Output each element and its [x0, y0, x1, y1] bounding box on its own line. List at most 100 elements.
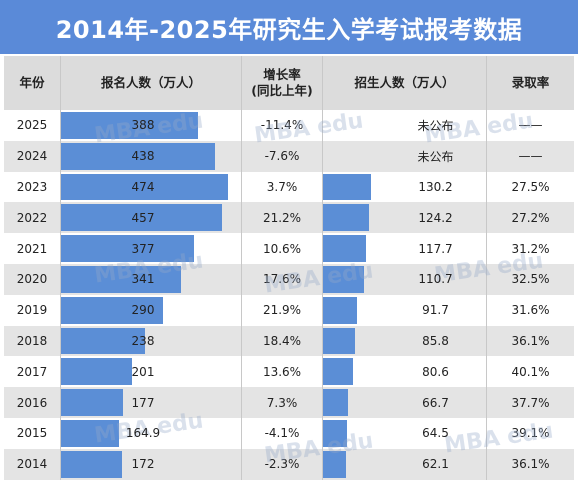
table-row: 2015 164.9 -4.1% 64.5 39.1%: [4, 418, 574, 449]
rate-cell: ——: [518, 149, 543, 164]
enrolled-cell: 64.5: [323, 418, 487, 449]
applicants-value: 341: [131, 272, 155, 287]
enrolled-value: 130.2: [418, 179, 453, 194]
growth-cell: 7.3%: [242, 387, 323, 418]
enrolled-bar: [323, 420, 347, 447]
growth-cell: 13.6%: [242, 356, 323, 388]
applicants-cell: 201: [61, 356, 242, 388]
year-cell: 2025: [4, 110, 61, 141]
enrolled-cell: 62.1: [323, 448, 487, 480]
applicants-value: 290: [131, 303, 155, 318]
growth-cell: 17.6%: [242, 264, 323, 295]
enrolled-bar: [323, 296, 357, 324]
enrolled-bar: [323, 204, 369, 232]
table-row: 2020 341 17.6% 110.7 32.5%: [4, 264, 574, 295]
applicants-bar: [61, 420, 120, 447]
enrolled-bar: [323, 173, 371, 201]
applicants-cell: 474: [61, 171, 242, 203]
applicants-bar: [61, 389, 124, 416]
enrolled-cell: 91.7: [323, 294, 487, 326]
enrolled-value: 66.7: [422, 395, 449, 410]
applicants-value: 377: [131, 241, 155, 256]
title-banner: 2014年-2025年研究生入学考试报考数据: [0, 0, 578, 54]
rate-cell: 36.1%: [511, 457, 550, 472]
rate-cell: 27.2%: [511, 210, 550, 225]
applicants-bar: [61, 450, 122, 478]
header-enrolled: 招生人数（万人）: [323, 56, 487, 110]
applicants-bar: [61, 204, 222, 232]
applicants-cell: 341: [61, 264, 242, 295]
applicants-value: 457: [131, 210, 155, 225]
year-cell: 2017: [4, 356, 61, 388]
enrolled-bar: [323, 266, 364, 293]
enrolled-value: 未公布: [417, 118, 454, 133]
applicants-cell: 177: [61, 387, 242, 418]
growth-cell: 3.7%: [242, 171, 323, 203]
growth-cell: 21.2%: [242, 202, 323, 234]
applicants-value: 388: [131, 118, 155, 133]
enrolled-bar: [323, 235, 367, 262]
growth-cell: 18.4%: [242, 325, 323, 357]
applicants-value: 177: [131, 395, 155, 410]
applicants-cell: 238: [61, 325, 242, 357]
applicants-value: 474: [131, 179, 155, 194]
rate-cell: 31.6%: [511, 303, 550, 318]
growth-cell: -4.1%: [242, 418, 323, 449]
year-cell: 2019: [4, 294, 61, 326]
enrolled-value: 未公布: [417, 149, 454, 164]
table-row: 2021 377 10.6% 117.7 31.2%: [4, 233, 574, 264]
enrolled-value: 110.7: [418, 272, 453, 287]
applicants-value: 201: [131, 364, 155, 379]
enrolled-value: 62.1: [422, 457, 449, 472]
rate-cell: 31.2%: [511, 241, 550, 256]
applicants-bar: [61, 296, 164, 324]
applicants-value: 438: [131, 149, 155, 164]
table-row: 2022 457 21.2% 124.2 27.2%: [4, 202, 574, 234]
enrolled-cell: 124.2: [323, 202, 487, 234]
table-row: 2014 172 -2.3% 62.1 36.1%: [4, 448, 574, 480]
applicants-cell: 457: [61, 202, 242, 234]
table-row: 2019 290 21.9% 91.7 31.6%: [4, 294, 574, 326]
applicants-bar: [61, 235, 194, 262]
table-header: 年份 报名人数（万人） 增长率 (同比上年) 招生人数（万人） 录取率: [4, 56, 574, 110]
table-row: 2024 438 -7.6% 未公布 ——: [4, 140, 574, 172]
page-title: 2014年-2025年研究生入学考试报考数据: [55, 15, 523, 44]
table-row: 2023 474 3.7% 130.2 27.5%: [4, 171, 574, 203]
rate-cell: 39.1%: [511, 426, 550, 441]
year-cell: 2014: [4, 448, 61, 480]
enrolled-value: 85.8: [422, 333, 449, 348]
table-row: 2017 201 13.6% 80.6 40.1%: [4, 356, 574, 388]
applicants-cell: 290: [61, 294, 242, 326]
growth-cell: -11.4%: [242, 110, 323, 141]
header-rate: 录取率: [511, 74, 550, 90]
applicants-cell: 172: [61, 448, 242, 480]
header-applicants: 报名人数（万人）: [61, 56, 242, 110]
enrolled-value: 80.6: [422, 364, 449, 379]
year-cell: 2015: [4, 418, 61, 449]
growth-cell: -7.6%: [242, 140, 323, 172]
rate-cell: 37.7%: [511, 395, 550, 410]
enrolled-cell: 未公布: [323, 140, 487, 172]
enrolled-value: 64.5: [422, 426, 449, 441]
table-row: 2025 388 -11.4% 未公布 ——: [4, 110, 574, 141]
enrolled-cell: 110.7: [323, 264, 487, 295]
growth-cell: -2.3%: [242, 448, 323, 480]
rate-cell: 27.5%: [511, 179, 550, 194]
rate-cell: ——: [518, 118, 543, 133]
enrolled-cell: 未公布: [323, 110, 487, 141]
enrolled-bar: [323, 450, 346, 478]
year-cell: 2022: [4, 202, 61, 234]
applicants-value: 172: [131, 457, 155, 472]
applicants-value: 238: [131, 333, 155, 348]
enrolled-bar: [323, 389, 348, 416]
applicants-bar: [61, 358, 132, 386]
year-cell: 2020: [4, 264, 61, 295]
year-cell: 2024: [4, 140, 61, 172]
rate-cell: 40.1%: [511, 364, 550, 379]
enrolled-cell: 80.6: [323, 356, 487, 388]
applicants-bar: [61, 266, 182, 293]
header-year: 年份: [4, 56, 61, 110]
enrolled-cell: 117.7: [323, 233, 487, 264]
enrolled-value: 91.7: [422, 303, 449, 318]
year-cell: 2023: [4, 171, 61, 203]
